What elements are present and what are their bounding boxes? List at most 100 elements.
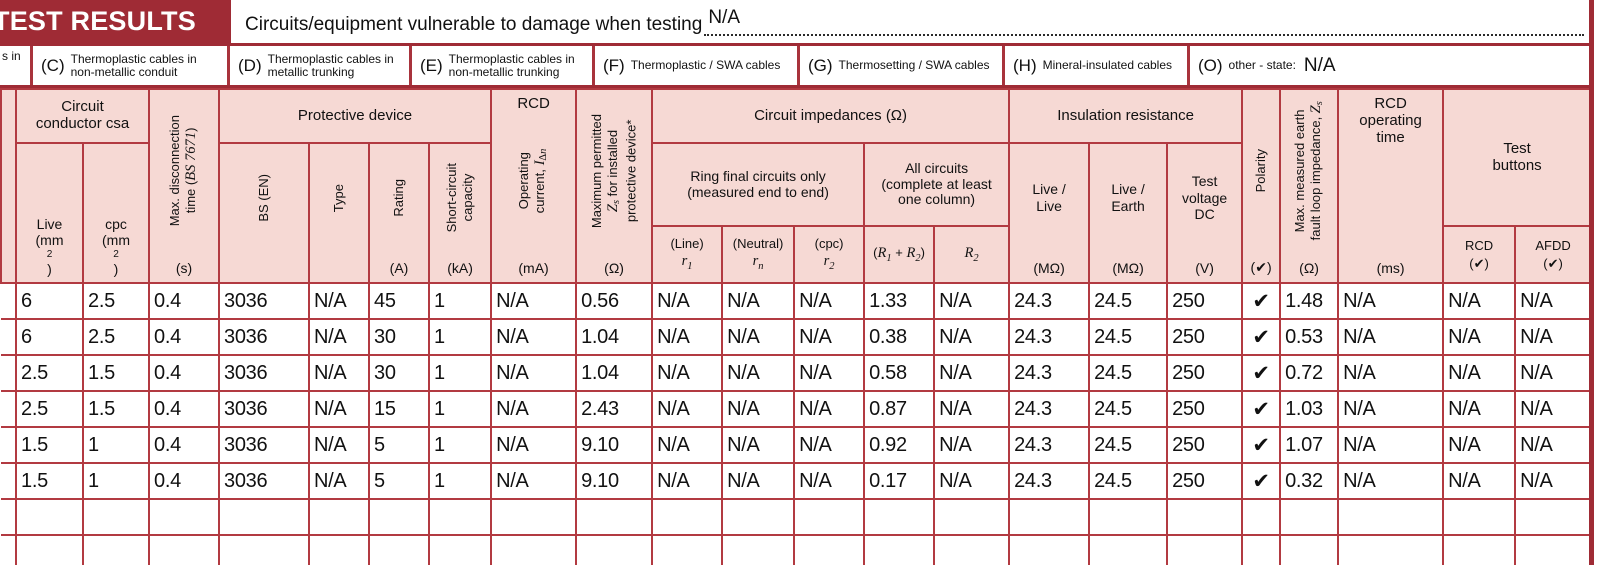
cell-r1[interactable]: N/A bbox=[651, 390, 724, 428]
cell-r1-plus-r2[interactable]: 0.17 bbox=[863, 462, 936, 500]
cell-max-permitted-zs[interactable]: 9.10 bbox=[575, 426, 654, 464]
cell-test-voltage[interactable]: 250 bbox=[1166, 462, 1244, 500]
cell-ins-live-live[interactable] bbox=[1008, 498, 1091, 536]
cell-test-btn-afdd[interactable] bbox=[1514, 534, 1593, 565]
cell-r2[interactable]: N/A bbox=[793, 354, 866, 392]
cell-polarity[interactable]: ✔ bbox=[1241, 426, 1282, 464]
cell-r1-plus-r2[interactable]: 0.87 bbox=[863, 390, 936, 428]
cell-live-csa[interactable] bbox=[15, 498, 84, 536]
cell-rcd-current[interactable] bbox=[490, 498, 578, 536]
cell-polarity[interactable]: ✔ bbox=[1241, 390, 1282, 428]
cell-rcd-current[interactable]: N/A bbox=[490, 462, 578, 500]
cell-r2[interactable]: N/A bbox=[793, 318, 866, 356]
cell-test-btn-rcd[interactable]: N/A bbox=[1442, 354, 1517, 392]
cell-r1-plus-r2[interactable] bbox=[863, 498, 936, 536]
cell-scc[interactable]: 1 bbox=[428, 354, 493, 392]
cell-ins-live-live[interactable]: 24.3 bbox=[1008, 462, 1091, 500]
cell-r1[interactable]: N/A bbox=[651, 426, 724, 464]
cell-live-csa[interactable] bbox=[15, 534, 84, 565]
cell-polarity[interactable] bbox=[1241, 534, 1282, 565]
cell-cpc-csa[interactable]: 1 bbox=[81, 426, 151, 464]
cell-polarity[interactable]: ✔ bbox=[1241, 354, 1282, 392]
cell-rcd-current[interactable]: N/A bbox=[490, 426, 578, 464]
cell-r1-plus-r2[interactable]: 1.33 bbox=[863, 282, 936, 320]
cell-test-btn-rcd[interactable] bbox=[1442, 498, 1517, 536]
cell-max-disc-time[interactable]: 0.4 bbox=[148, 318, 221, 356]
cell-ins-live-live[interactable] bbox=[1008, 534, 1091, 565]
cell-rn[interactable] bbox=[721, 498, 796, 536]
cell-polarity[interactable] bbox=[1241, 498, 1282, 536]
cell-r1-plus-r2[interactable]: 0.58 bbox=[863, 354, 936, 392]
cell-bs-en[interactable]: 3036 bbox=[218, 462, 311, 500]
cell-max-permitted-zs[interactable]: 1.04 bbox=[575, 318, 654, 356]
cell-test-btn-afdd[interactable]: N/A bbox=[1514, 462, 1593, 500]
cell-big-r2[interactable] bbox=[933, 498, 1011, 536]
cell-max-measured-zs[interactable]: 1.48 bbox=[1279, 282, 1340, 320]
cell-test-voltage[interactable]: 250 bbox=[1166, 354, 1244, 392]
cell-scc[interactable]: 1 bbox=[428, 318, 493, 356]
cell-max-permitted-zs[interactable] bbox=[575, 534, 654, 565]
cell-rating[interactable]: 5 bbox=[368, 462, 431, 500]
cell-ins-live-earth[interactable]: 24.5 bbox=[1088, 282, 1169, 320]
cell-test-voltage[interactable]: 250 bbox=[1166, 282, 1244, 320]
cell-r2[interactable]: N/A bbox=[793, 462, 866, 500]
cell-max-disc-time[interactable]: 0.4 bbox=[148, 462, 221, 500]
cell-max-permitted-zs[interactable]: 2.43 bbox=[575, 390, 654, 428]
cell-test-btn-rcd[interactable]: N/A bbox=[1442, 390, 1517, 428]
cell-r2[interactable]: N/A bbox=[793, 390, 866, 428]
cell-max-permitted-zs[interactable] bbox=[575, 498, 654, 536]
cell-live-csa[interactable]: 2.5 bbox=[15, 354, 84, 392]
cell-test-voltage[interactable]: 250 bbox=[1166, 390, 1244, 428]
cell-r1[interactable] bbox=[651, 498, 724, 536]
cell-bs-en[interactable]: 3036 bbox=[218, 318, 311, 356]
cell-bs-en[interactable]: 3036 bbox=[218, 426, 311, 464]
cell-scc[interactable]: 1 bbox=[428, 426, 493, 464]
cell-r1-plus-r2[interactable]: 0.92 bbox=[863, 426, 936, 464]
cell-live-csa[interactable]: 6 bbox=[15, 318, 84, 356]
cell-rcd-current[interactable]: N/A bbox=[490, 282, 578, 320]
cell-cpc-csa[interactable] bbox=[81, 498, 151, 536]
cell-test-btn-afdd[interactable]: N/A bbox=[1514, 390, 1593, 428]
cell-bs-en[interactable] bbox=[218, 534, 311, 565]
cell-max-disc-time[interactable]: 0.4 bbox=[148, 354, 221, 392]
cell-r1[interactable]: N/A bbox=[651, 354, 724, 392]
cell-test-btn-rcd[interactable] bbox=[1442, 534, 1517, 565]
cell-r1-plus-r2[interactable]: 0.38 bbox=[863, 318, 936, 356]
cell-type[interactable]: N/A bbox=[308, 462, 371, 500]
cell-big-r2[interactable]: N/A bbox=[933, 462, 1011, 500]
cell-rcd-time[interactable]: N/A bbox=[1337, 462, 1445, 500]
cell-rating[interactable]: 5 bbox=[368, 426, 431, 464]
cell-test-btn-rcd[interactable]: N/A bbox=[1442, 318, 1517, 356]
cell-rn[interactable] bbox=[721, 534, 796, 565]
vulnerable-field-value[interactable]: N/A bbox=[708, 7, 741, 28]
cell-r1[interactable]: N/A bbox=[651, 282, 724, 320]
cell-ins-live-earth[interactable]: 24.5 bbox=[1088, 426, 1169, 464]
cell-type[interactable] bbox=[308, 534, 371, 565]
cell-ins-live-live[interactable]: 24.3 bbox=[1008, 426, 1091, 464]
cell-max-permitted-zs[interactable]: 0.56 bbox=[575, 282, 654, 320]
cell-rating[interactable]: 45 bbox=[368, 282, 431, 320]
cell-bs-en[interactable]: 3036 bbox=[218, 282, 311, 320]
cell-r2[interactable] bbox=[793, 534, 866, 565]
cell-ins-live-live[interactable]: 24.3 bbox=[1008, 354, 1091, 392]
cell-test-btn-rcd[interactable]: N/A bbox=[1442, 462, 1517, 500]
cell-cpc-csa[interactable]: 1.5 bbox=[81, 354, 151, 392]
cell-rating[interactable]: 30 bbox=[368, 354, 431, 392]
cell-rating[interactable]: 30 bbox=[368, 318, 431, 356]
cell-rcd-time[interactable]: N/A bbox=[1337, 390, 1445, 428]
cell-scc[interactable] bbox=[428, 498, 493, 536]
cell-max-measured-zs[interactable]: 1.07 bbox=[1279, 426, 1340, 464]
cell-type[interactable]: N/A bbox=[308, 282, 371, 320]
cell-live-csa[interactable]: 1.5 bbox=[15, 426, 84, 464]
cell-polarity[interactable]: ✔ bbox=[1241, 318, 1282, 356]
cell-test-voltage[interactable]: 250 bbox=[1166, 318, 1244, 356]
cell-max-measured-zs[interactable]: 0.53 bbox=[1279, 318, 1340, 356]
cell-rcd-time[interactable]: N/A bbox=[1337, 318, 1445, 356]
cell-max-permitted-zs[interactable]: 1.04 bbox=[575, 354, 654, 392]
cell-test-voltage[interactable]: 250 bbox=[1166, 426, 1244, 464]
other-state-value[interactable]: N/A bbox=[1303, 54, 1336, 76]
cell-max-measured-zs[interactable]: 0.72 bbox=[1279, 354, 1340, 392]
cell-scc[interactable]: 1 bbox=[428, 282, 493, 320]
cell-max-measured-zs[interactable] bbox=[1279, 498, 1340, 536]
cell-rating[interactable] bbox=[368, 498, 431, 536]
